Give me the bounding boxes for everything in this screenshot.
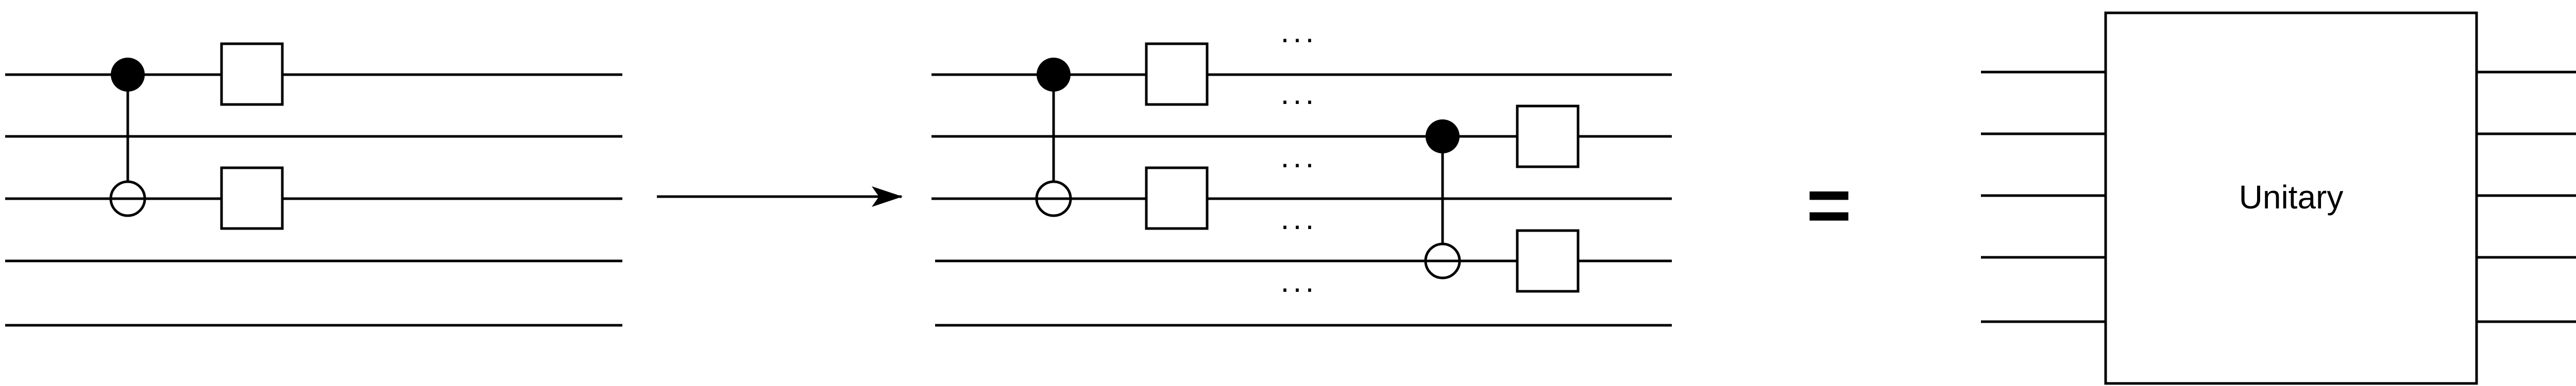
- single-qubit-gate: [220, 42, 284, 106]
- unitary-label: Unitary: [2239, 179, 2344, 216]
- unitary-block-panel: Unitary: [1981, 11, 2576, 385]
- ellipsis-dots: ···: [1280, 146, 1317, 181]
- ellipsis-dots: ···: [1280, 208, 1317, 242]
- control-dot: [1426, 119, 1460, 153]
- circuit-panel-initial: [5, 42, 622, 327]
- circuit-panel-expanded: ··· ··· ··· ··· ···: [931, 21, 1672, 327]
- ellipsis-dots: ···: [1280, 21, 1317, 56]
- control-dot: [1037, 58, 1071, 92]
- cnot-gate: [1424, 119, 1461, 279]
- single-qubit-gate: [1145, 42, 1209, 106]
- cnot-gate: [109, 58, 146, 217]
- equals-sign: =: [1806, 162, 1852, 248]
- ellipsis-dots: ···: [1280, 271, 1317, 305]
- ellipsis-dots: ···: [1280, 83, 1317, 117]
- single-qubit-gate: [1145, 166, 1209, 230]
- cnot-gate: [1035, 58, 1072, 217]
- single-qubit-gate: [1516, 229, 1580, 293]
- control-dot: [111, 58, 145, 92]
- unitary-box: [2104, 11, 2478, 385]
- single-qubit-gate: [1516, 104, 1580, 168]
- single-qubit-gate: [220, 166, 284, 230]
